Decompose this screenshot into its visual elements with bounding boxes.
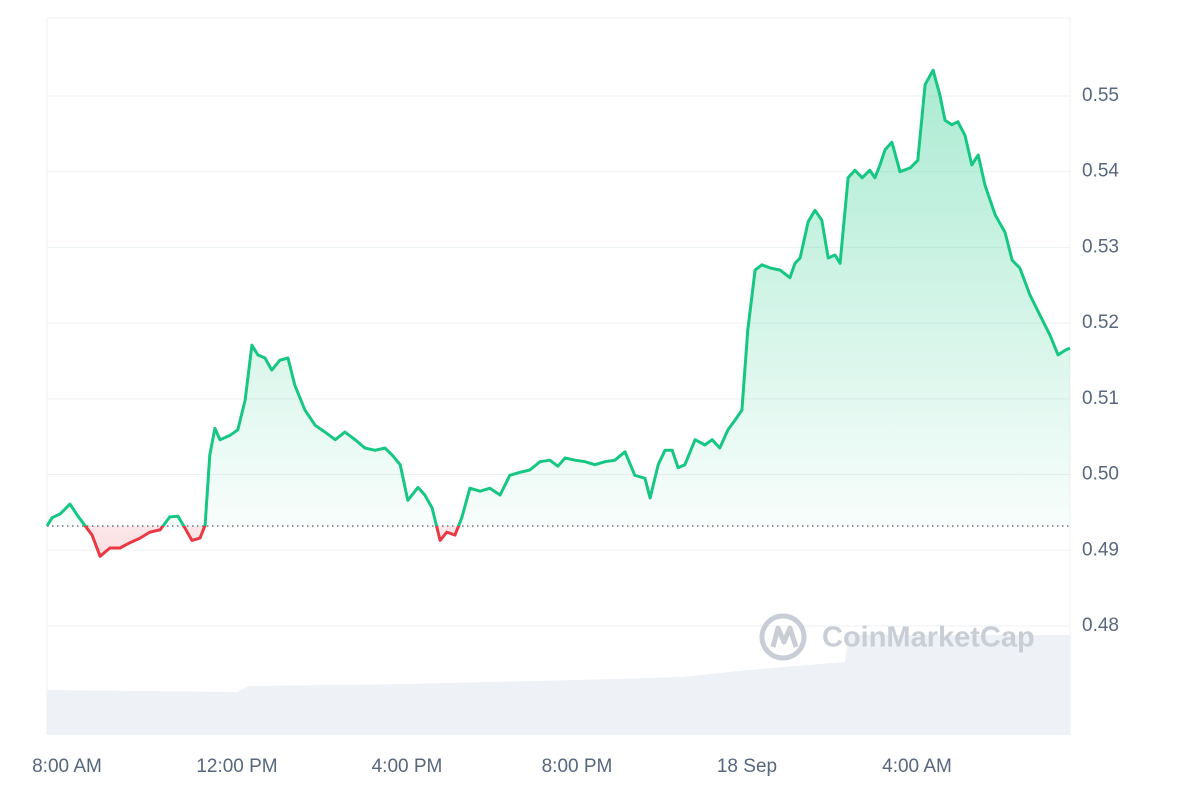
y-tick-label: 0.48 [1082,615,1119,636]
y-tick-label: 0.54 [1082,161,1119,182]
price-line [45,68,1071,558]
x-tick-label: 4:00 PM [372,756,443,777]
y-tick-label: 0.55 [1082,85,1119,106]
foreground-layer: 0.48 0.49 0.50 0.51 0.52 0.53 0.54 0.55 8:00 AM 1… [32,68,1119,777]
x-tick-label: 18 Sep [717,756,777,777]
y-tick-label: 0.53 [1082,236,1119,257]
watermark-logo [759,613,807,661]
watermark: CoinMarketCap [759,613,1035,661]
volume-area [47,635,1070,735]
x-tick-label: 12:00 PM [196,756,277,777]
price-area [47,70,1070,557]
x-tick-label: 4:00 AM [882,756,952,777]
y-tick-label: 0.50 [1082,464,1119,485]
y-tick-label: 0.52 [1082,312,1119,333]
watermark-text: CoinMarketCap [822,622,1035,654]
x-tick-label: 8:00 AM [32,756,102,777]
watermark-logo-mark [770,625,799,648]
x-tick-label: 8:00 PM [542,756,613,777]
y-tick-label: 0.49 [1082,539,1119,560]
y-tick-label: 0.51 [1082,388,1119,409]
